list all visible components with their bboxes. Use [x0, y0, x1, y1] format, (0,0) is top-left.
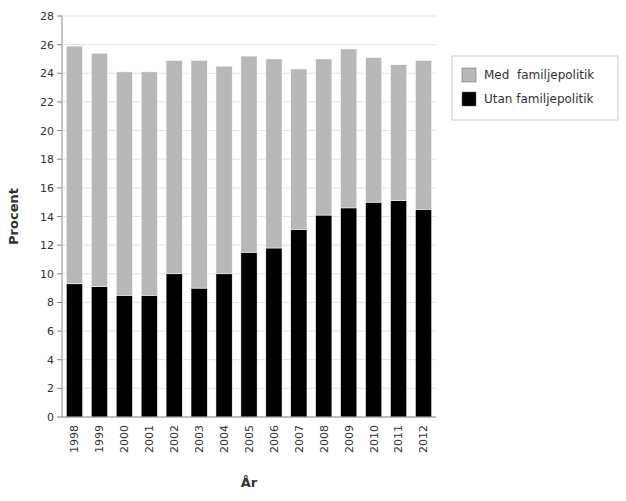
tick-label: 2002 — [168, 425, 181, 453]
tick-label: 10 — [40, 268, 54, 281]
bars — [66, 46, 431, 417]
bar — [91, 53, 107, 286]
grid-line — [62, 417, 436, 418]
tick-label: 2009 — [343, 425, 356, 453]
bar — [415, 60, 431, 209]
tick-mark — [57, 245, 62, 246]
tick-mark — [57, 73, 62, 74]
tick-label: 2008 — [318, 425, 331, 453]
legend-label: Med familjepolitik — [484, 68, 594, 82]
tick-mark — [57, 359, 62, 360]
tick-mark — [57, 417, 62, 418]
bar — [366, 58, 382, 203]
bar — [390, 65, 406, 201]
y-axis-label: Procent — [6, 188, 21, 245]
bar — [241, 56, 257, 252]
bar — [341, 49, 357, 208]
bar — [166, 60, 182, 273]
legend-swatch — [462, 68, 476, 82]
bar — [91, 287, 107, 417]
bar — [241, 252, 257, 417]
tick-label: 2004 — [218, 425, 231, 453]
tick-label: 24 — [40, 67, 54, 80]
tick-label: 2 — [47, 382, 54, 395]
chart: 0246810121416182022242628199819992000200… — [0, 0, 626, 501]
tick-label: 12 — [40, 239, 54, 252]
legend-label: Utan familjepolitik — [484, 92, 594, 106]
tick-label: 2005 — [243, 425, 256, 453]
tick-label: 4 — [47, 354, 54, 367]
bar — [116, 295, 132, 417]
grid-line — [62, 44, 436, 45]
tick-label: 26 — [40, 39, 54, 52]
legend-frame — [452, 56, 618, 120]
tick-label: 1998 — [68, 425, 81, 453]
tick-mark — [57, 273, 62, 274]
bar — [266, 248, 282, 417]
tick-mark — [57, 130, 62, 131]
tick-mark — [57, 16, 62, 17]
tick-label: 6 — [47, 325, 54, 338]
grid — [62, 16, 436, 417]
tick-label: 0 — [47, 411, 54, 424]
tick-mark — [57, 187, 62, 188]
bar — [316, 59, 332, 215]
tick-mark — [57, 331, 62, 332]
tick-label: 2010 — [368, 425, 381, 453]
tick-label: 2012 — [417, 425, 430, 453]
bar — [66, 46, 82, 284]
tick-label: 2003 — [193, 425, 206, 453]
bar — [316, 215, 332, 417]
tick-label: 18 — [40, 153, 54, 166]
grid-line — [62, 16, 436, 17]
bar — [415, 209, 431, 417]
tick-label: 2001 — [143, 425, 156, 453]
tick-label: 2000 — [118, 425, 131, 453]
tick-label: 20 — [40, 125, 54, 138]
bar — [191, 60, 207, 288]
bar — [141, 72, 157, 295]
tick-mark — [57, 388, 62, 389]
tick-mark — [57, 101, 62, 102]
bar — [141, 295, 157, 417]
tick-mark — [57, 216, 62, 217]
bar — [266, 59, 282, 248]
tick-label: 22 — [40, 96, 54, 109]
x-axis-line — [62, 417, 436, 418]
x-axis-label: År — [241, 475, 258, 490]
tick-label: 2011 — [392, 425, 405, 453]
bar — [166, 274, 182, 417]
tick-label: 16 — [40, 182, 54, 195]
bar — [66, 284, 82, 417]
bar — [341, 208, 357, 417]
bar — [291, 229, 307, 417]
bar — [291, 69, 307, 229]
tick-mark — [57, 159, 62, 160]
bar — [116, 72, 132, 295]
bar — [366, 202, 382, 417]
tick-mark — [57, 44, 62, 45]
tick-label: 28 — [40, 10, 54, 23]
legend: Med familjepolitik Utan familjepolitik — [452, 56, 618, 120]
y-axis-line — [62, 16, 63, 417]
bar — [216, 274, 232, 417]
bar — [216, 66, 232, 274]
tick-label: 2007 — [293, 425, 306, 453]
tick-label: 8 — [47, 296, 54, 309]
tick-mark — [57, 302, 62, 303]
tick-label: 1999 — [93, 425, 106, 453]
bar — [191, 288, 207, 417]
tick-label: 14 — [40, 211, 54, 224]
tick-label: 2006 — [268, 425, 281, 453]
legend-swatch — [462, 92, 476, 106]
bar — [390, 201, 406, 417]
